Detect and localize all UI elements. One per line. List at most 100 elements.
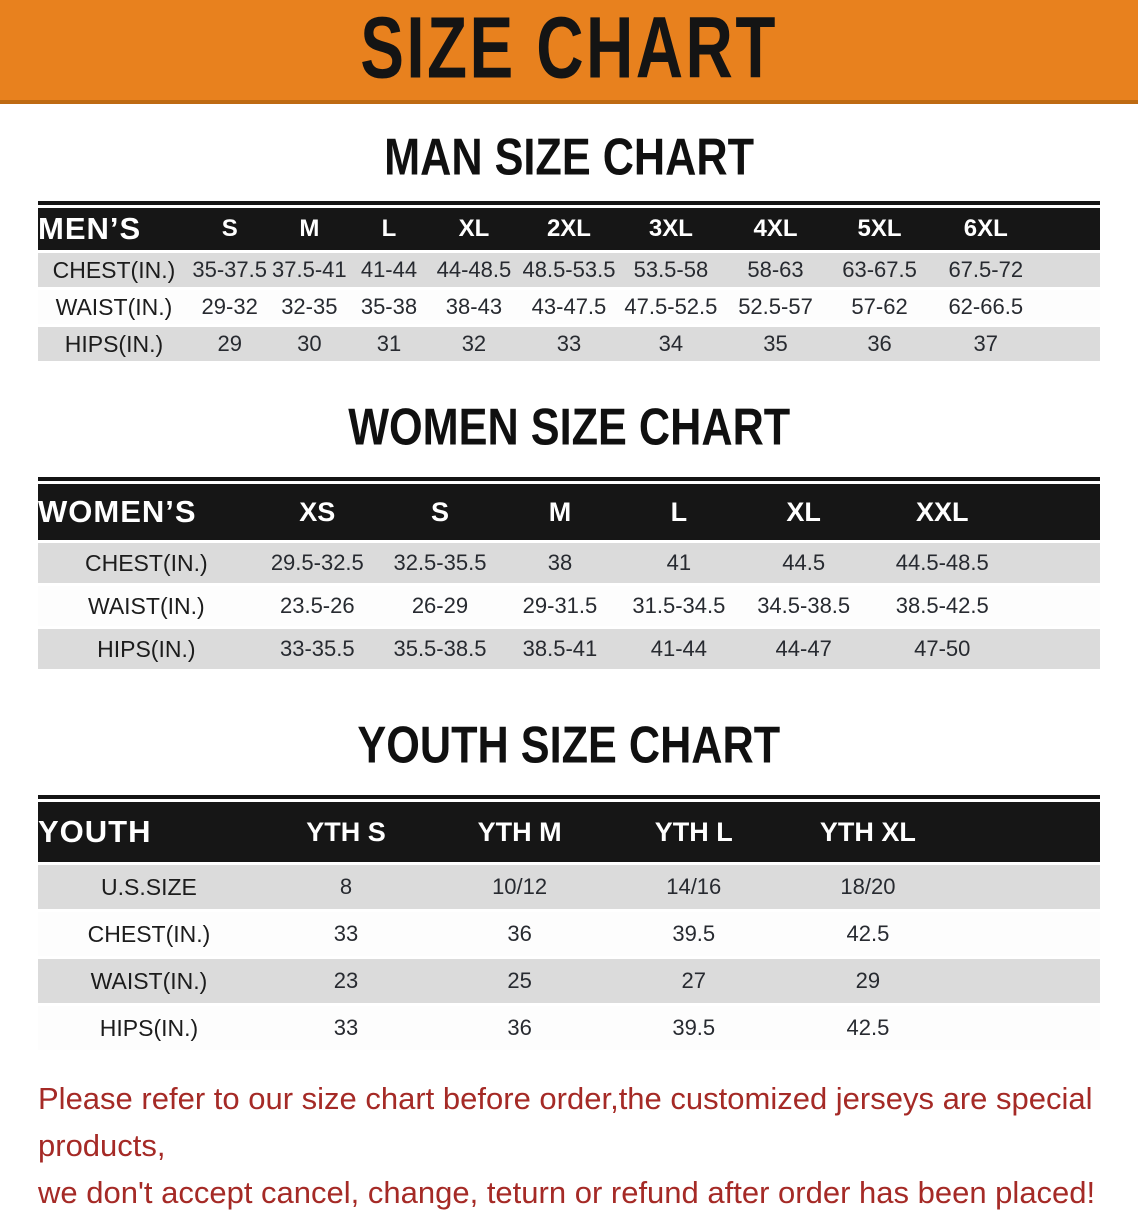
disclaimer-line-1: Please refer to our size chart before or… [38, 1081, 1093, 1164]
size-value-cell: 33 [556, 331, 582, 356]
row-spacer [1040, 327, 1100, 361]
size-column-header: S [430, 496, 449, 527]
size-value-cell: 18/20 [840, 874, 896, 899]
top-banner: SIZE CHART [0, 0, 1138, 104]
youth-section-heading: YOUTH SIZE CHART [357, 715, 781, 774]
size-column-header: XL [458, 215, 490, 242]
size-value-cell: 25 [507, 968, 532, 993]
size-value-cell: 41 [666, 550, 692, 575]
size-column-header: YTH M [477, 816, 562, 847]
size-column-header: 4XL [753, 215, 798, 242]
size-value-cell: 37 [973, 331, 998, 356]
size-value-cell: 8 [339, 874, 353, 899]
row-spacer [1040, 290, 1100, 324]
measurement-row: HIPS(IN.) 33 36 39.5 42.5 [38, 1006, 1100, 1050]
row-spacer [956, 1006, 1100, 1050]
size-value-cell: 32.5-35.5 [393, 550, 487, 575]
row-spacer [956, 959, 1100, 1003]
size-value-cell: 42.5 [846, 1015, 890, 1040]
size-value-cell: 32 [461, 331, 487, 356]
size-value-cell: 29 [855, 968, 881, 993]
size-value-cell: 57-62 [851, 294, 908, 319]
size-value-cell: 44.5 [782, 550, 826, 575]
measurement-row: CHEST(IN.) 35-37.5 37.5-41 41-44 44-48.5 48.5… [38, 253, 1100, 287]
size-value-cell: 52.5-57 [738, 294, 813, 319]
size-value-cell: 44-47 [775, 636, 832, 661]
size-value-cell: 42.5 [846, 921, 890, 946]
row-spacer [1015, 586, 1100, 626]
size-value-cell: 36 [507, 921, 532, 946]
page-title: SIZE CHART [360, 0, 778, 97]
row-spacer [1040, 253, 1100, 287]
table-group-label: WOMEN’S [38, 494, 197, 529]
size-value-cell: 31.5-34.5 [632, 593, 726, 618]
size-value-cell: 29-32 [201, 294, 258, 319]
row-spacer [956, 912, 1100, 956]
measurement-row: HIPS(IN.) 33-35.5 35.5-38.5 38.5-41 41-44 44-… [38, 629, 1100, 669]
size-value-cell: 38-43 [445, 294, 503, 319]
row-spacer [1015, 629, 1100, 669]
size-value-cell: 29-31.5 [522, 593, 598, 618]
size-value-cell: 39.5 [672, 1015, 716, 1040]
size-value-cell: 23.5-26 [279, 593, 355, 618]
section-youth: YOUTH SIZE CHART YOUTH YTH S YTH M YTH L YTH… [0, 715, 1138, 1053]
women-size-table: WOMEN’S XS S M L XL XXL CHEST(IN.) 29.5-32.5 32.5… [38, 477, 1100, 672]
size-value-cell: 35-38 [360, 294, 418, 319]
size-value-cell: 62-66.5 [948, 294, 1024, 319]
size-value-cell: 23 [333, 968, 359, 993]
table-group-label: YOUTH [38, 814, 152, 849]
row-label: HIPS(IN.) [97, 635, 196, 662]
size-column-header: 3XL [648, 215, 693, 242]
table-header-row: MEN’S S M L XL 2XL 3XL 4XL 5XL 6XL [38, 208, 1100, 250]
size-value-cell: 35 [763, 331, 788, 356]
section-men: MAN SIZE CHART MEN’S S M L XL 2XL 3XL 4XL 5XL 6XL… [0, 127, 1138, 364]
measurement-row: U.S.SIZE 8 10/12 14/16 18/20 [38, 865, 1100, 909]
row-spacer [1015, 543, 1100, 583]
size-value-cell: 29 [217, 331, 242, 356]
men-section-heading: MAN SIZE CHART [384, 127, 754, 186]
header-spacer [1015, 484, 1100, 540]
header-spacer [956, 802, 1100, 862]
size-value-cell: 31 [376, 331, 402, 356]
size-value-cell: 67.5-72 [948, 257, 1024, 282]
size-value-cell: 26-29 [411, 593, 469, 618]
size-value-cell: 27 [681, 968, 706, 993]
size-column-header: YTH XL [819, 816, 916, 847]
size-value-cell: 35.5-38.5 [393, 636, 487, 661]
measurement-row: HIPS(IN.) 29 30 31 32 33 34 35 36 37 [38, 327, 1100, 361]
measurement-row: WAIST(IN.) 23.5-26 26-29 29-31.5 31.5-34.5 34… [38, 586, 1100, 626]
youth-size-table: YOUTH YTH S YTH M YTH L YTH XL U.S.SIZE 8 10/12… [38, 795, 1100, 1053]
size-column-header: 6XL [963, 215, 1008, 242]
size-value-cell: 10/12 [492, 874, 548, 899]
table-header-row: YOUTH YTH S YTH M YTH L YTH XL [38, 802, 1100, 862]
row-label: WAIST(IN.) [90, 967, 208, 994]
size-value-cell: 32-35 [281, 294, 338, 319]
size-value-cell: 48.5-53.5 [522, 257, 616, 282]
size-column-header: 5XL [857, 215, 902, 242]
size-value-cell: 33 [333, 1015, 359, 1040]
size-value-cell: 47.5-52.5 [624, 294, 718, 319]
size-value-cell: 63-67.5 [842, 257, 917, 282]
size-column-header: XL [786, 496, 821, 527]
disclaimer-line-2: we don't accept cancel, change, teturn o… [38, 1175, 1096, 1211]
size-column-header: M [299, 215, 320, 242]
row-label: HIPS(IN.) [99, 1014, 199, 1041]
measurement-row: CHEST(IN.) 29.5-32.5 32.5-35.5 38 41 44.5 44.5… [38, 543, 1100, 583]
size-value-cell: 44-48.5 [436, 257, 512, 282]
header-spacer [1040, 208, 1100, 250]
size-value-cell: 36 [867, 331, 892, 356]
size-value-cell: 47-50 [914, 636, 971, 661]
size-value-cell: 38.5-42.5 [895, 593, 989, 618]
row-spacer [956, 865, 1100, 909]
measurement-row: WAIST(IN.) 23 25 27 29 [38, 959, 1100, 1003]
row-label: CHEST(IN.) [52, 256, 176, 283]
size-column-header: YTH L [654, 816, 733, 847]
size-value-cell: 34 [658, 331, 684, 356]
size-value-cell: 41-44 [650, 636, 708, 661]
row-label: U.S.SIZE [101, 873, 197, 900]
measurement-row: CHEST(IN.) 33 36 39.5 42.5 [38, 912, 1100, 956]
size-value-cell: 38 [547, 550, 573, 575]
section-women: WOMEN SIZE CHART WOMEN’S XS S M L XL XXL CHEST(… [0, 397, 1138, 672]
size-column-header: L [381, 215, 397, 242]
